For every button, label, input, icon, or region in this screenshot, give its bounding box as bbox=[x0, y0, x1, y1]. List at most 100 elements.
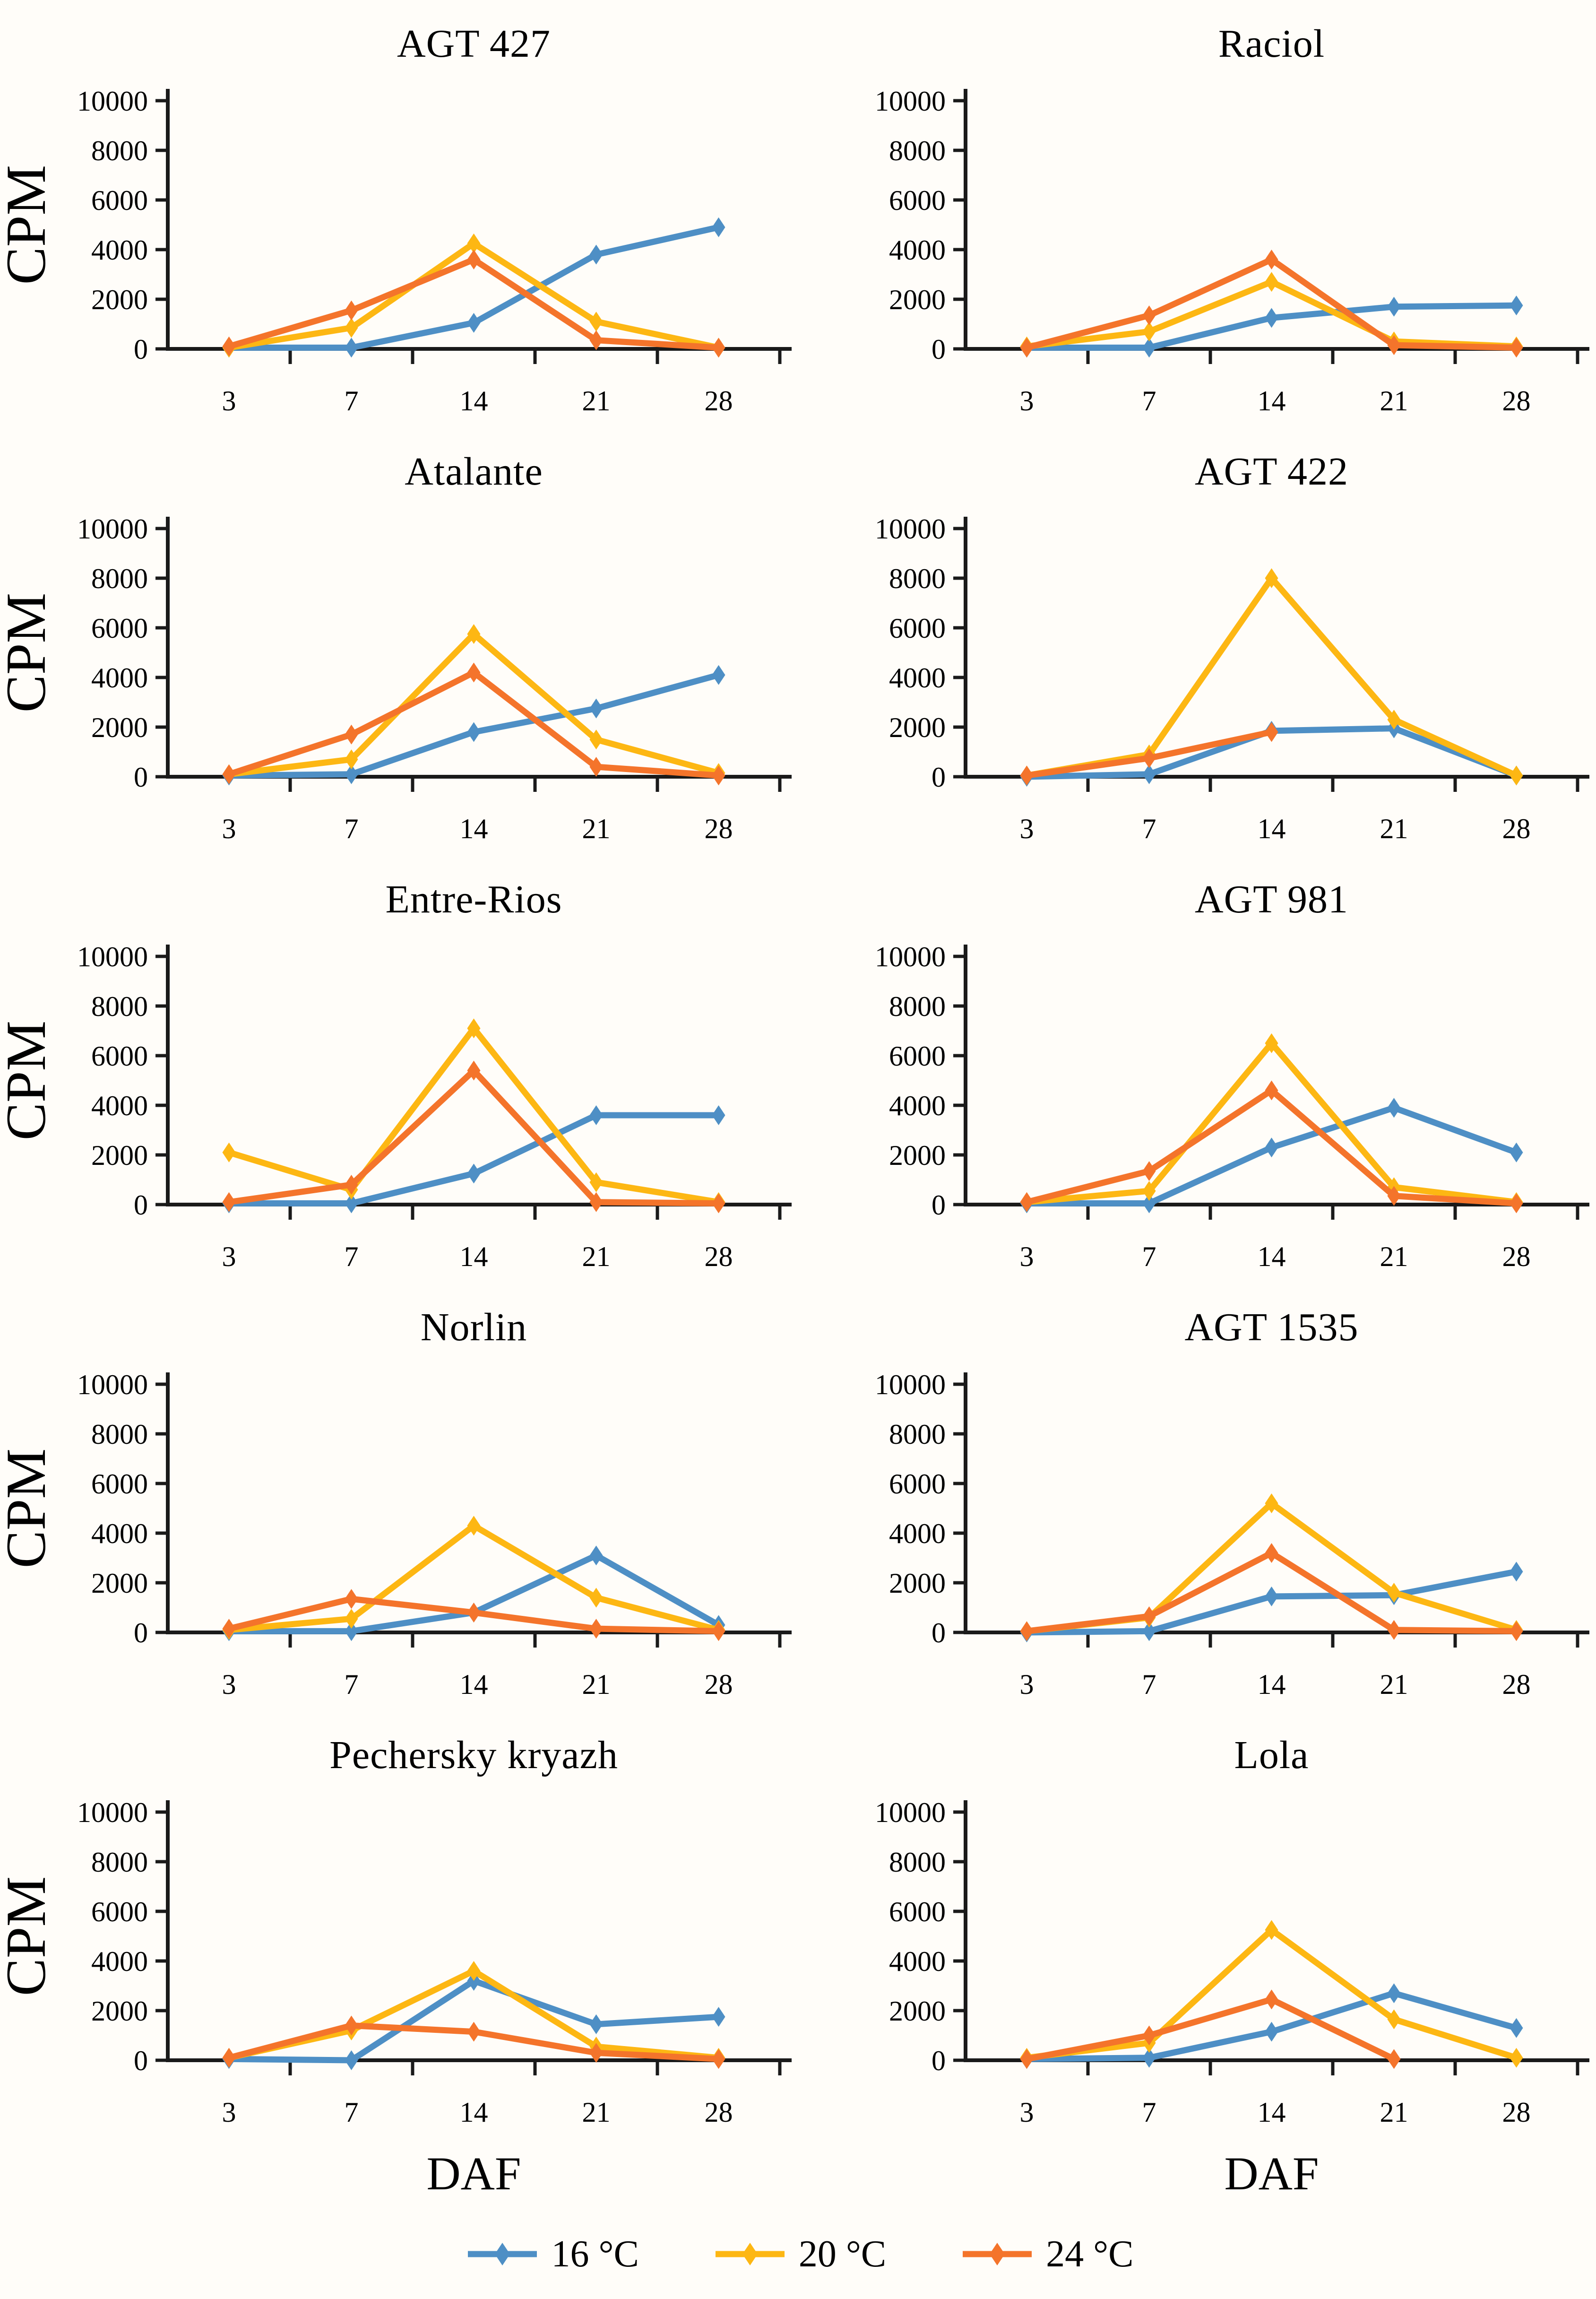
data-point-16-c bbox=[712, 1105, 725, 1125]
x-tick-label: 7 bbox=[1142, 385, 1156, 416]
y-tick-label: 6000 bbox=[91, 1041, 148, 1072]
x-tick-label: 28 bbox=[705, 813, 733, 844]
data-point-16-c bbox=[589, 1105, 603, 1125]
x-tick-label: 14 bbox=[1258, 1241, 1286, 1272]
data-point-16-c bbox=[589, 244, 603, 265]
data-point-24-c bbox=[467, 1060, 481, 1081]
data-point-20-c bbox=[1387, 2009, 1401, 2030]
data-point-16-c bbox=[712, 217, 725, 237]
data-point-16-c bbox=[1387, 1098, 1401, 1118]
data-point-20-c bbox=[467, 233, 481, 253]
x-tick-label: 21 bbox=[1380, 1241, 1408, 1272]
y-tick-label: 4000 bbox=[889, 234, 946, 266]
y-tick-label: 6000 bbox=[889, 1468, 946, 1500]
data-point-24-c bbox=[222, 1192, 236, 1212]
data-point-16-c bbox=[1142, 1193, 1156, 1214]
data-point-16-c bbox=[712, 665, 725, 685]
x-tick-label: 7 bbox=[1142, 1669, 1156, 1700]
y-tick-label: 2000 bbox=[91, 1995, 148, 2027]
data-point-16-c bbox=[345, 338, 358, 358]
series-markers-24-c bbox=[1020, 1543, 1523, 1641]
x-tick-label: 21 bbox=[582, 1669, 611, 1700]
x-tick-label: 3 bbox=[222, 813, 236, 844]
y-tick-label: 2000 bbox=[91, 284, 148, 315]
x-tick-label: 7 bbox=[1142, 2097, 1156, 2128]
chart-panel-agt-981: AGT 981 0 2000 4000 6000 8000 10000 3 7 14 21 28 bbox=[798, 864, 1596, 1292]
data-point-24-c bbox=[345, 2015, 358, 2036]
x-tick-label: 28 bbox=[705, 2097, 733, 2128]
data-point-24-c bbox=[467, 2021, 481, 2042]
y-tick-label: 6000 bbox=[889, 613, 946, 644]
x-tick-label: 3 bbox=[1020, 813, 1034, 844]
data-point-16-c bbox=[1387, 296, 1401, 317]
y-tick-label: 2000 bbox=[889, 1140, 946, 1171]
chart-title: AGT 422 bbox=[1194, 450, 1349, 494]
data-point-16-c bbox=[345, 1621, 358, 1641]
y-tick-label: 2000 bbox=[91, 712, 148, 743]
chart-canvas-entre-rios: 0 2000 4000 6000 8000 10000 3 7 14 21 28 CPM bbox=[0, 941, 792, 1272]
data-point-24-c bbox=[1265, 1543, 1278, 1563]
y-tick-label: 0 bbox=[932, 762, 946, 793]
x-tick-label: 7 bbox=[345, 813, 359, 844]
y-tick-label: 4000 bbox=[91, 1518, 148, 1549]
x-axis-label: DAF bbox=[1224, 2147, 1319, 2200]
chart-panel-atalante: Atalante 0 2000 4000 6000 8000 10000 3 7 14 21 28 CP… bbox=[0, 436, 798, 864]
y-tick-label: 6000 bbox=[91, 1468, 148, 1500]
data-point-16-c bbox=[345, 2050, 358, 2070]
data-point-24-c bbox=[1265, 1080, 1278, 1101]
y-tick-label: 0 bbox=[134, 334, 148, 365]
data-point-24-c bbox=[712, 2049, 725, 2069]
x-axis-label: DAF bbox=[426, 2147, 521, 2200]
x-tick-label: 3 bbox=[222, 385, 236, 416]
y-tick-label: 0 bbox=[932, 1189, 946, 1221]
data-point-16-c bbox=[467, 722, 481, 742]
y-tick-label: 4000 bbox=[889, 1946, 946, 1977]
chart-canvas-agt-422: 0 2000 4000 6000 8000 10000 3 7 14 21 28 bbox=[875, 513, 1589, 844]
chart-panel-norlin: Norlin 0 2000 4000 6000 8000 10000 3 7 14 21 28 CPM bbox=[0, 1292, 798, 1720]
data-point-24-c bbox=[1142, 2025, 1156, 2046]
y-tick-label: 0 bbox=[932, 2045, 946, 2076]
y-tick-label: 6000 bbox=[889, 1041, 946, 1072]
data-point-24-c bbox=[1142, 1606, 1156, 1626]
x-tick-label: 21 bbox=[582, 2097, 611, 2128]
data-point-16-c bbox=[1265, 1137, 1278, 1158]
x-tick-label: 14 bbox=[1258, 385, 1286, 416]
y-tick-label: 2000 bbox=[91, 1140, 148, 1171]
y-tick-label: 6000 bbox=[889, 185, 946, 216]
x-tick-label: 28 bbox=[1502, 2097, 1531, 2128]
y-tick-label: 4000 bbox=[91, 234, 148, 266]
data-point-16-c bbox=[345, 764, 358, 784]
y-tick-label: 8000 bbox=[889, 1419, 946, 1450]
data-point-16-c bbox=[1142, 764, 1156, 784]
data-point-24-c bbox=[1265, 250, 1278, 269]
legend-marker-20c bbox=[715, 2243, 785, 2265]
data-point-16-c bbox=[589, 698, 603, 719]
chart-panel-agt-1535: AGT 1535 0 2000 4000 6000 8000 10000 3 7 14 21 28 bbox=[798, 1292, 1596, 1720]
x-tick-label: 21 bbox=[1380, 1669, 1408, 1700]
x-tick-label: 7 bbox=[1142, 813, 1156, 844]
data-point-24-c bbox=[589, 2043, 603, 2063]
data-point-24-c bbox=[1387, 335, 1401, 356]
series-markers-16-c bbox=[222, 1105, 725, 1214]
y-tick-label: 10000 bbox=[875, 1369, 946, 1400]
data-point-16-c bbox=[1265, 1586, 1278, 1606]
legend: 16 °C 20 °C 24 °C bbox=[0, 2209, 1596, 2299]
diamond-icon bbox=[742, 2243, 758, 2265]
chart-title: Lola bbox=[1234, 1733, 1309, 1777]
data-point-16-c bbox=[1142, 1621, 1156, 1641]
data-point-20-c bbox=[589, 1172, 603, 1192]
data-point-20-c bbox=[467, 1018, 481, 1039]
x-tick-label: 3 bbox=[222, 1241, 236, 1272]
chart-canvas-atalante: 0 2000 4000 6000 8000 10000 3 7 14 21 28 CPM bbox=[0, 513, 792, 844]
x-tick-label: 28 bbox=[705, 385, 733, 416]
legend-label: 24 °C bbox=[1046, 2233, 1134, 2275]
chart-title: Raciol bbox=[1218, 22, 1325, 66]
data-point-24-c bbox=[1142, 305, 1156, 326]
y-axis-label: CPM bbox=[0, 1021, 57, 1140]
x-tick-label: 14 bbox=[1258, 2097, 1286, 2128]
y-tick-label: 2000 bbox=[889, 712, 946, 743]
series-markers-24-c bbox=[1020, 250, 1523, 358]
chart-canvas-raciol: 0 2000 4000 6000 8000 10000 3 7 14 21 28 bbox=[875, 86, 1589, 416]
x-tick-label: 14 bbox=[460, 1669, 488, 1700]
data-point-20-c bbox=[1265, 1033, 1278, 1053]
